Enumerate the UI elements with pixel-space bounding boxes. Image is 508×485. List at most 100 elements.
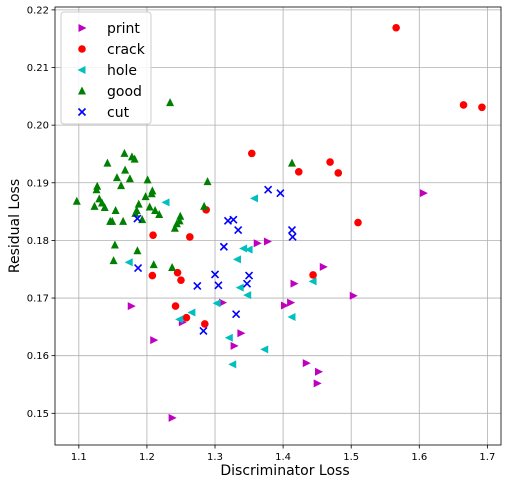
legend-label-cut: cut — [107, 105, 130, 121]
cut-point — [219, 242, 228, 251]
legend-label-crack: crack — [107, 42, 146, 58]
series-crack — [148, 23, 486, 328]
x-axis-ticks: 1.1 1.2 1.3 1.4 1.5 1.6 1.7 — [71, 445, 495, 463]
print-point — [150, 336, 159, 345]
grid-lines — [55, 7, 501, 445]
y-tick-label: 0.16 — [27, 351, 49, 362]
data-markers — [72, 23, 486, 422]
crack-point — [326, 158, 334, 166]
hole-point — [124, 258, 133, 267]
good-point — [287, 158, 296, 167]
crack-point — [392, 23, 400, 32]
plot-frame — [54, 6, 502, 446]
crack-point — [459, 101, 468, 109]
hole-point — [161, 198, 170, 207]
good-point — [175, 216, 184, 225]
crack-point — [186, 233, 194, 241]
print-point — [419, 189, 428, 198]
good-point — [134, 199, 143, 208]
legend-box — [60, 11, 152, 125]
legend: print crack hole good cut — [60, 11, 152, 125]
cut-point — [276, 189, 285, 198]
good-point — [130, 154, 139, 163]
cut-point — [199, 326, 208, 335]
print-point — [219, 298, 228, 307]
cut-point — [244, 271, 254, 280]
legend-marker-cut — [77, 107, 87, 117]
good-point — [145, 202, 154, 211]
hole-point — [243, 291, 252, 300]
print-point — [263, 237, 272, 246]
hole-point — [212, 299, 221, 308]
crack-point — [334, 169, 343, 177]
cut-point — [287, 225, 297, 235]
good-point — [93, 181, 102, 190]
good-point — [166, 98, 175, 107]
good-point — [155, 209, 164, 218]
print-point — [168, 413, 177, 422]
cut-point — [242, 279, 252, 288]
good-point — [125, 174, 134, 183]
print-point — [280, 301, 289, 310]
good-point — [100, 203, 109, 212]
hole-point — [228, 360, 237, 369]
legend-label-hole: hole — [107, 63, 137, 79]
series-good — [72, 98, 296, 271]
hole-point — [232, 255, 241, 264]
cut-point — [210, 270, 220, 279]
good-point — [119, 216, 128, 225]
legend-marker-hole — [77, 66, 86, 74]
hole-point — [235, 283, 244, 292]
crack-point — [171, 302, 180, 310]
good-point — [149, 260, 158, 269]
cut-point — [264, 185, 273, 194]
x-tick-label: 1.5 — [343, 452, 359, 463]
print-point — [287, 298, 296, 307]
good-point — [141, 192, 150, 201]
y-tick-label: 0.21 — [27, 63, 49, 74]
print-point — [230, 341, 239, 350]
good-point — [117, 181, 126, 190]
print-point — [253, 239, 262, 248]
hole-point — [175, 315, 184, 324]
print-point — [315, 367, 324, 376]
good-point — [133, 246, 142, 255]
hole-point — [244, 245, 253, 254]
good-point — [103, 158, 112, 167]
crack-point — [309, 271, 317, 279]
crack-point — [149, 231, 157, 240]
y-tick-label: 0.20 — [27, 121, 49, 132]
y-axis-label: Residual Loss — [7, 179, 23, 273]
cut-point — [134, 264, 143, 273]
print-point — [290, 279, 299, 288]
good-point — [120, 148, 129, 157]
cut-point — [288, 232, 297, 242]
legend-marker-print — [78, 24, 87, 32]
legend-label-good: good — [107, 84, 142, 100]
good-point — [148, 186, 157, 195]
print-point — [237, 329, 246, 338]
hole-point — [187, 308, 196, 317]
cut-point — [214, 281, 223, 290]
series-print — [127, 189, 428, 422]
crack-point — [294, 168, 303, 176]
good-point — [108, 216, 117, 225]
x-axis-label: Discriminator Loss — [220, 463, 349, 479]
good-point — [109, 256, 118, 265]
series-cut — [133, 185, 297, 335]
cut-point — [232, 310, 241, 319]
cut-point — [133, 214, 142, 223]
cut-point — [229, 215, 238, 224]
x-tick-label: 1.3 — [207, 452, 223, 463]
crack-point — [182, 313, 191, 322]
cut-point — [193, 281, 202, 291]
y-tick-label: 0.18 — [27, 236, 49, 247]
print-point — [319, 262, 328, 271]
x-tick-label: 1.2 — [139, 452, 155, 463]
good-point — [112, 173, 121, 182]
good-point — [110, 240, 119, 249]
y-axis-ticks: 0.15 0.16 0.17 0.18 0.19 0.20 0.21 0.22 — [27, 5, 55, 420]
good-point — [111, 205, 120, 214]
print-point — [349, 291, 358, 300]
